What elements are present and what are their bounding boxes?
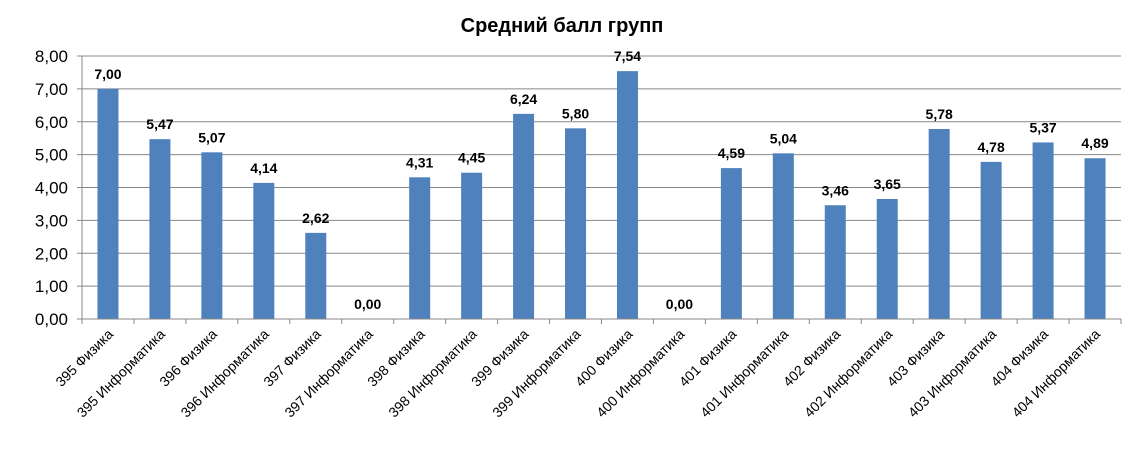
data-label: 3,65 bbox=[874, 176, 901, 192]
data-label: 2,62 bbox=[302, 210, 329, 226]
x-tick-label: 397 Информатика bbox=[281, 326, 376, 421]
x-tick-label: 399 Информатика bbox=[489, 326, 584, 421]
data-label: 6,24 bbox=[510, 91, 537, 107]
data-label: 0,00 bbox=[666, 296, 693, 312]
x-tick-label: 401 Информатика bbox=[697, 326, 792, 421]
bar bbox=[720, 168, 742, 319]
data-label: 4,31 bbox=[406, 154, 433, 170]
y-tick-label: 2,00 bbox=[35, 244, 68, 263]
y-tick-label: 1,00 bbox=[35, 277, 68, 296]
bar bbox=[253, 182, 275, 319]
chart-title: Средний балл групп bbox=[461, 15, 664, 37]
data-labels: 7,00 5,47 5,07 4,14 2,62 0,00 4,31 4,45 6,24 5,80… bbox=[94, 48, 1109, 312]
bar bbox=[824, 205, 846, 319]
bar bbox=[409, 177, 431, 319]
bar bbox=[149, 139, 171, 319]
data-label: 7,00 bbox=[94, 66, 121, 82]
data-label: 5,47 bbox=[146, 116, 173, 132]
y-tick-label: 0,00 bbox=[35, 310, 68, 329]
data-label: 4,89 bbox=[1081, 135, 1108, 151]
data-label: 5,07 bbox=[198, 129, 225, 145]
data-label: 4,78 bbox=[978, 139, 1005, 155]
bar bbox=[305, 232, 327, 319]
bar bbox=[1084, 158, 1106, 319]
bar bbox=[928, 128, 950, 319]
bar bbox=[565, 128, 587, 319]
bar bbox=[461, 172, 483, 319]
y-tick-label: 4,00 bbox=[35, 179, 68, 198]
data-label: 7,54 bbox=[614, 48, 641, 64]
x-tick-label: 400 Информатика bbox=[593, 326, 688, 421]
data-label: 4,45 bbox=[458, 150, 485, 166]
data-label: 3,46 bbox=[822, 182, 849, 198]
bar bbox=[97, 88, 119, 319]
x-tick-label: 403 Информатика bbox=[905, 326, 1000, 421]
bar bbox=[513, 113, 535, 319]
bar bbox=[201, 152, 223, 319]
data-label: 5,37 bbox=[1029, 119, 1056, 135]
x-tick-label: 404 Информатика bbox=[1009, 326, 1104, 421]
x-tick-label: 398 Информатика bbox=[385, 326, 480, 421]
x-tick-label: 395 Информатика bbox=[74, 326, 169, 421]
data-label: 5,04 bbox=[770, 130, 797, 146]
x-tick-label: 396 Информатика bbox=[177, 326, 272, 421]
data-label: 4,14 bbox=[250, 160, 277, 176]
y-axis-ticks: 0,00 1,00 2,00 3,00 4,00 5,00 6,00 7,00 8,00 bbox=[35, 47, 82, 329]
y-tick-label: 3,00 bbox=[35, 211, 68, 230]
bar bbox=[616, 71, 638, 319]
data-label: 0,00 bbox=[354, 296, 381, 312]
y-tick-label: 6,00 bbox=[35, 113, 68, 132]
bars bbox=[97, 71, 1106, 319]
data-label: 4,59 bbox=[718, 145, 745, 161]
y-tick-label: 7,00 bbox=[35, 80, 68, 99]
bar bbox=[876, 199, 898, 319]
bar bbox=[1032, 142, 1054, 319]
gridlines bbox=[82, 55, 1121, 287]
data-label: 5,78 bbox=[926, 106, 953, 122]
y-tick-label: 8,00 bbox=[35, 47, 68, 66]
bar bbox=[980, 161, 1002, 319]
y-tick-label: 5,00 bbox=[35, 146, 68, 165]
bar bbox=[772, 153, 794, 319]
x-tick-label: 402 Информатика bbox=[801, 326, 896, 421]
data-label: 5,80 bbox=[562, 105, 589, 121]
